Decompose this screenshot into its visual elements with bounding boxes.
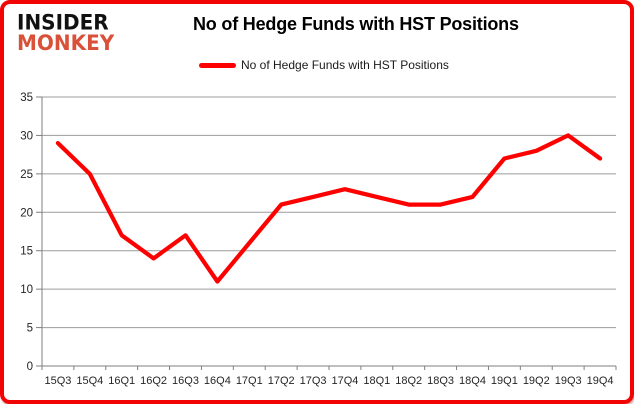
x-tick-label: 15Q4 bbox=[76, 375, 103, 387]
y-tick-label: 5 bbox=[27, 323, 33, 335]
x-tick-label: 17Q4 bbox=[331, 375, 358, 387]
x-tick-label: 16Q2 bbox=[140, 375, 167, 387]
x-tick-label: 17Q2 bbox=[268, 375, 295, 387]
x-tick-label: 17Q3 bbox=[300, 375, 327, 387]
x-tick-label: 19Q2 bbox=[523, 375, 550, 387]
x-tick-label: 19Q1 bbox=[491, 375, 518, 387]
x-tick-label: 16Q4 bbox=[204, 375, 231, 387]
x-tick-label: 19Q3 bbox=[555, 375, 582, 387]
x-tick-label: 18Q4 bbox=[459, 375, 486, 387]
x-tick-label: 19Q4 bbox=[587, 375, 614, 387]
logo-monkey-text: MONKEY bbox=[17, 28, 115, 55]
x-tick-label: 16Q1 bbox=[108, 375, 135, 387]
y-tick-label: 15 bbox=[20, 246, 33, 258]
y-tick-label: 0 bbox=[27, 361, 33, 373]
x-tick-label: 15Q3 bbox=[44, 375, 71, 387]
x-tick-label: 18Q3 bbox=[427, 375, 454, 387]
y-tick-label: 20 bbox=[20, 207, 33, 219]
line-chart: 0 5 10 15 20 25 30 35 15Q3 15Q4 16Q1 16Q2 16Q3 16Q4 17… bbox=[20, 92, 617, 387]
y-tick-label: 30 bbox=[20, 130, 33, 142]
x-tick-label: 17Q1 bbox=[236, 375, 263, 387]
chart-legend: No of Hedge Funds with HST Positions bbox=[199, 58, 449, 72]
insider-monkey-logo: INSIDER MONKEY bbox=[17, 8, 115, 55]
y-tick-label: 25 bbox=[20, 169, 33, 181]
legend-label: No of Hedge Funds with HST Positions bbox=[241, 58, 449, 72]
x-tick-label: 18Q2 bbox=[395, 375, 422, 387]
legend-line-swatch bbox=[199, 62, 236, 68]
x-tick-label: 18Q1 bbox=[363, 375, 390, 387]
x-tick-label: 16Q3 bbox=[172, 375, 199, 387]
logo-insider-text: INSIDER bbox=[17, 8, 109, 35]
y-tick-label: 10 bbox=[20, 284, 33, 296]
series-line bbox=[55, 133, 603, 284]
y-tick-label: 35 bbox=[20, 92, 33, 104]
chart-title: No of Hedge Funds with HST Positions bbox=[193, 14, 519, 34]
